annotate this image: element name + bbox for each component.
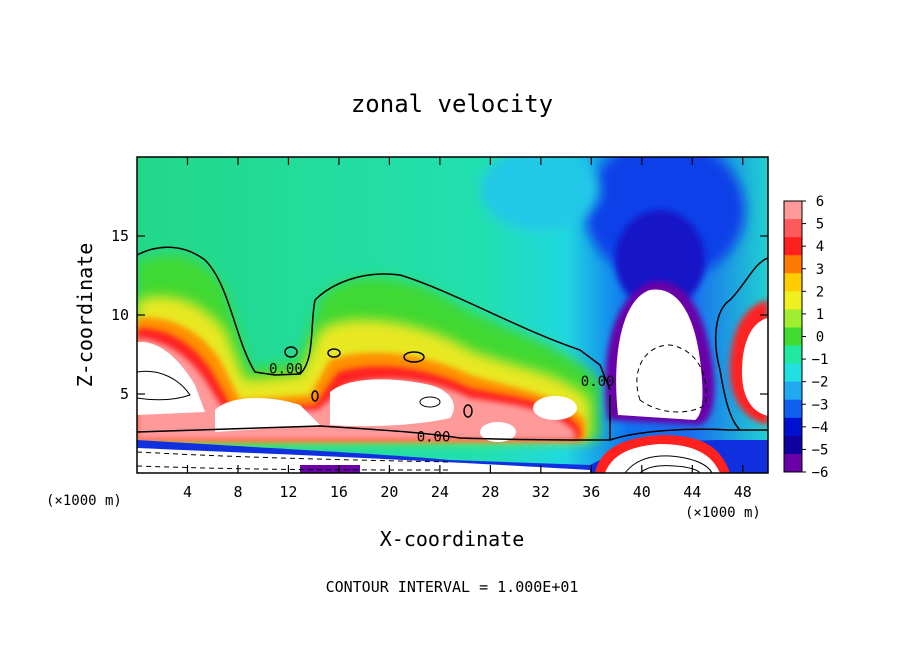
x-tick-label: 4 (183, 483, 192, 501)
colorbar-swatch (784, 345, 802, 365)
colorbar-label: −2 (812, 375, 829, 391)
contour-label: 0.00 (417, 429, 451, 445)
colorbar-label: −5 (812, 442, 829, 458)
colorbar-label: 1 (816, 307, 824, 323)
heatmap-blob (533, 396, 577, 420)
x-axis-label: X-coordinate (380, 527, 525, 551)
y-unit-label: (×1000 m) (46, 493, 122, 509)
colorbar-label: −4 (812, 420, 829, 436)
colorbar-swatch (784, 435, 802, 455)
colorbar-swatch (784, 309, 802, 328)
heatmap-blob (605, 444, 720, 473)
contour-closed (419, 396, 441, 408)
colorbar-label: −3 (812, 397, 829, 413)
colorbar-label: 4 (816, 239, 824, 255)
y-tick-label: 15 (111, 227, 129, 245)
x-tick-label: 44 (683, 483, 701, 501)
colorbar-label: 3 (816, 262, 824, 278)
y-axis: 5 10 15 (111, 227, 768, 403)
plot-area: 0.00 0.00 0.00 (137, 157, 768, 473)
colorbar-label: 2 (816, 284, 824, 300)
heatmap-blob (300, 465, 360, 473)
contour-solid-thin (624, 455, 713, 473)
heatmap-blob (742, 318, 768, 416)
colorbar-swatch (784, 327, 802, 347)
colorbar-swatch (784, 381, 802, 401)
contour-lines (137, 246, 768, 473)
colorbar-swatch (784, 255, 802, 274)
heatmap-blob (480, 157, 600, 230)
colorbar-swatch (784, 399, 802, 419)
heatmap-blob (215, 398, 320, 432)
colorbar-swatch (784, 219, 802, 238)
x-tick-label: 32 (532, 483, 550, 501)
x-tick-label: 12 (279, 483, 297, 501)
contour-dashed (636, 344, 707, 413)
heatmap-blob (137, 341, 205, 415)
contour-closed (311, 390, 319, 402)
x-tick-label: 16 (330, 483, 348, 501)
y-tick-label: 10 (111, 306, 129, 324)
colorbar-swatch (784, 273, 802, 292)
heatmap-blob (615, 210, 705, 310)
colorbar-swatch (784, 417, 802, 437)
x-tick-label: 48 (734, 483, 752, 501)
contour-labels: 0.00 0.00 0.00 (269, 361, 614, 445)
x-axis: 4 8 12 16 20 24 28 32 36 40 44 48 (183, 157, 752, 501)
heatmap-blob (480, 422, 516, 442)
x-unit-label: (×1000 m) (685, 505, 761, 521)
contour-closed (327, 348, 341, 358)
colorbar-swatch (784, 453, 802, 473)
contour-zero-upper (137, 246, 611, 391)
x-tick-label: 24 (431, 483, 449, 501)
colorbar: 6 5 4 3 2 1 0 −1 −2 −3 −4 −5 −6 (783, 194, 829, 481)
contour-closed (463, 404, 473, 418)
contour-dashed (137, 451, 451, 471)
colorbar-label: 5 (816, 217, 824, 233)
y-axis-label: Z-coordinate (73, 243, 97, 388)
colorbar-label: 0 (816, 330, 824, 346)
x-tick-label: 20 (380, 483, 398, 501)
colorbar-swatch (784, 201, 802, 220)
colorbar-label: −6 (812, 465, 829, 481)
heatmap-blob (616, 289, 703, 420)
colorbar-label: −1 (812, 352, 829, 368)
contour-zero-lower (137, 395, 611, 441)
colorbar-swatch (784, 291, 802, 310)
contour-closed (284, 346, 298, 358)
x-tick-label: 40 (633, 483, 651, 501)
contour-solid-thin (137, 370, 191, 401)
y-tick-label: 5 (120, 385, 129, 403)
contour-label: 0.00 (269, 361, 303, 377)
contour-zero-right (609, 257, 768, 441)
colorbar-label: 6 (816, 194, 824, 210)
contour-label: 0.00 (581, 374, 615, 390)
contour-interval-note: CONTOUR INTERVAL = 1.000E+01 (326, 578, 579, 596)
chart-title: zonal velocity (351, 90, 553, 118)
colorbar-swatch (784, 363, 802, 383)
x-tick-label: 36 (582, 483, 600, 501)
x-tick-label: 8 (233, 483, 242, 501)
x-tick-label: 28 (481, 483, 499, 501)
contour-closed (403, 351, 425, 363)
colorbar-swatch (784, 237, 802, 256)
heatmap-blob (330, 379, 454, 427)
